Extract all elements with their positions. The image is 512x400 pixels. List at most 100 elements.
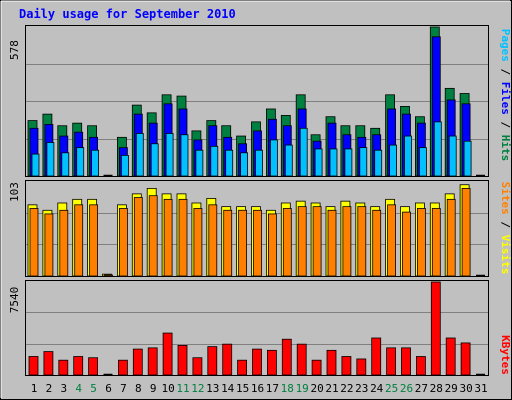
- bar-sites-day-27: [416, 208, 426, 277]
- bar-pages-day-5: [91, 149, 99, 177]
- panel-top: [25, 25, 489, 177]
- bar-sites-day-6: [104, 274, 113, 277]
- x-label-day-3: 3: [60, 382, 67, 395]
- bar-pages-day-13: [210, 145, 219, 177]
- bar-sites-day-18: [282, 208, 292, 277]
- bar-pages-day-10: [165, 133, 174, 177]
- bar-kbytes-day-1: [28, 356, 39, 376]
- x-label-day-5: 5: [90, 382, 97, 395]
- bar-kbytes-day-25: [386, 347, 397, 376]
- bar-kbytes-day-14: [222, 343, 233, 376]
- bars-top: [27, 26, 485, 177]
- legend-kbytes: KBytes: [499, 335, 512, 375]
- bar-sites-day-14: [223, 209, 233, 277]
- bars-middle: [27, 184, 485, 277]
- x-label-day-16: 16: [251, 382, 264, 395]
- bar-kbytes-day-28: [430, 281, 441, 376]
- bar-sites-day-9: [148, 195, 158, 277]
- bar-pages-day-26: [404, 135, 412, 177]
- bar-pages-day-14: [225, 149, 234, 177]
- x-axis-labels: 1 2 3 4 5 6 7 8 9 10 11 12 13 14 15 16 17 18 19 20 21 22 23 24 2…: [31, 382, 488, 395]
- bar-sites-day-24: [372, 209, 382, 277]
- top-ymax-label: 578: [8, 40, 21, 60]
- bar-kbytes-day-5: [88, 357, 98, 376]
- bar-pages-day-3: [61, 152, 70, 177]
- bar-kbytes-day-27: [415, 356, 426, 376]
- bar-pages-day-11: [180, 134, 189, 177]
- bar-kbytes-day-2: [43, 351, 54, 376]
- bar-sites-day-3: [59, 209, 69, 277]
- bar-kbytes-day-10: [162, 332, 173, 376]
- bar-sites-day-7: [119, 208, 128, 277]
- bar-pages-day-19: [299, 127, 308, 177]
- bar-sites-day-17: [267, 213, 277, 277]
- legend-pages: Pages: [499, 29, 512, 62]
- x-label-day-17: 17: [266, 382, 279, 395]
- bar-kbytes-day-30: [460, 342, 471, 376]
- bar-kbytes-day-23: [356, 358, 367, 376]
- bar-pages-day-20: [314, 148, 323, 177]
- bar-sites-day-5: [89, 204, 98, 277]
- bar-pages-day-1: [31, 153, 40, 177]
- x-label-day-12: 12: [191, 382, 204, 395]
- bar-kbytes-day-3: [58, 359, 69, 376]
- bar-sites-day-21: [327, 209, 337, 277]
- bar-sites-day-26: [402, 211, 411, 277]
- bar-kbytes-day-17: [266, 349, 277, 376]
- x-label-day-8: 8: [135, 382, 142, 395]
- x-label-day-26: 26: [400, 382, 413, 395]
- grid-bottom: [26, 312, 488, 345]
- bar-pages-day-7: [121, 154, 129, 177]
- bar-sites-day-12: [193, 208, 203, 277]
- middle-legend: Sites / Visits: [499, 182, 512, 275]
- legend-hits: Hits: [499, 135, 512, 162]
- x-label-day-28: 28: [430, 382, 443, 395]
- x-label-day-10: 10: [161, 382, 174, 395]
- x-label-day-14: 14: [221, 382, 235, 395]
- x-label-day-23: 23: [355, 382, 368, 395]
- bar-sites-day-4: [74, 204, 84, 277]
- x-label-day-11: 11: [176, 382, 189, 395]
- bar-kbytes-day-12: [192, 357, 203, 376]
- x-label-day-4: 4: [75, 382, 82, 395]
- bar-sites-day-23: [357, 206, 367, 277]
- bar-sites-day-16: [253, 209, 262, 277]
- bar-kbytes-day-22: [341, 356, 352, 376]
- bar-kbytes-day-24: [371, 337, 382, 376]
- x-label-day-20: 20: [310, 382, 323, 395]
- x-label-day-31: 31: [474, 382, 487, 395]
- bottom-ymax-label: 7540: [8, 287, 21, 314]
- x-label-day-27: 27: [415, 382, 428, 395]
- bar-kbytes-day-18: [281, 338, 292, 376]
- bars-bottom: [28, 281, 485, 376]
- x-label-day-22: 22: [340, 382, 353, 395]
- x-label-day-30: 30: [459, 382, 472, 395]
- panel-bottom: [25, 280, 489, 376]
- bar-kbytes-day-20: [311, 359, 322, 376]
- bar-pages-day-30: [463, 140, 472, 177]
- bar-kbytes-day-16: [252, 348, 262, 376]
- x-label-day-13: 13: [206, 382, 219, 395]
- bottom-legend: KBytes: [499, 335, 512, 375]
- bar-sites-day-30: [461, 187, 471, 277]
- legend-visits: Visits: [499, 235, 512, 275]
- x-label-day-25: 25: [385, 382, 398, 395]
- bar-sites-day-1: [29, 208, 39, 277]
- bar-kbytes-day-19: [296, 343, 307, 376]
- x-label-day-2: 2: [46, 382, 53, 395]
- bar-sites-day-20: [312, 206, 322, 277]
- bar-kbytes-day-21: [326, 349, 337, 376]
- x-label-day-1: 1: [31, 382, 38, 395]
- x-label-day-29: 29: [445, 382, 458, 395]
- x-label-day-15: 15: [236, 382, 249, 395]
- bar-kbytes-day-9: [147, 347, 158, 376]
- bar-pages-day-29: [448, 135, 457, 177]
- bar-pages-day-4: [76, 147, 85, 177]
- middle-ymax-label: 103: [8, 182, 21, 202]
- x-label-day-7: 7: [120, 382, 127, 395]
- x-label-day-19: 19: [296, 382, 309, 395]
- bar-pages-day-2: [46, 142, 55, 177]
- x-label-day-24: 24: [370, 382, 384, 395]
- bar-sites-day-11: [178, 198, 188, 277]
- bar-kbytes-day-4: [73, 356, 84, 376]
